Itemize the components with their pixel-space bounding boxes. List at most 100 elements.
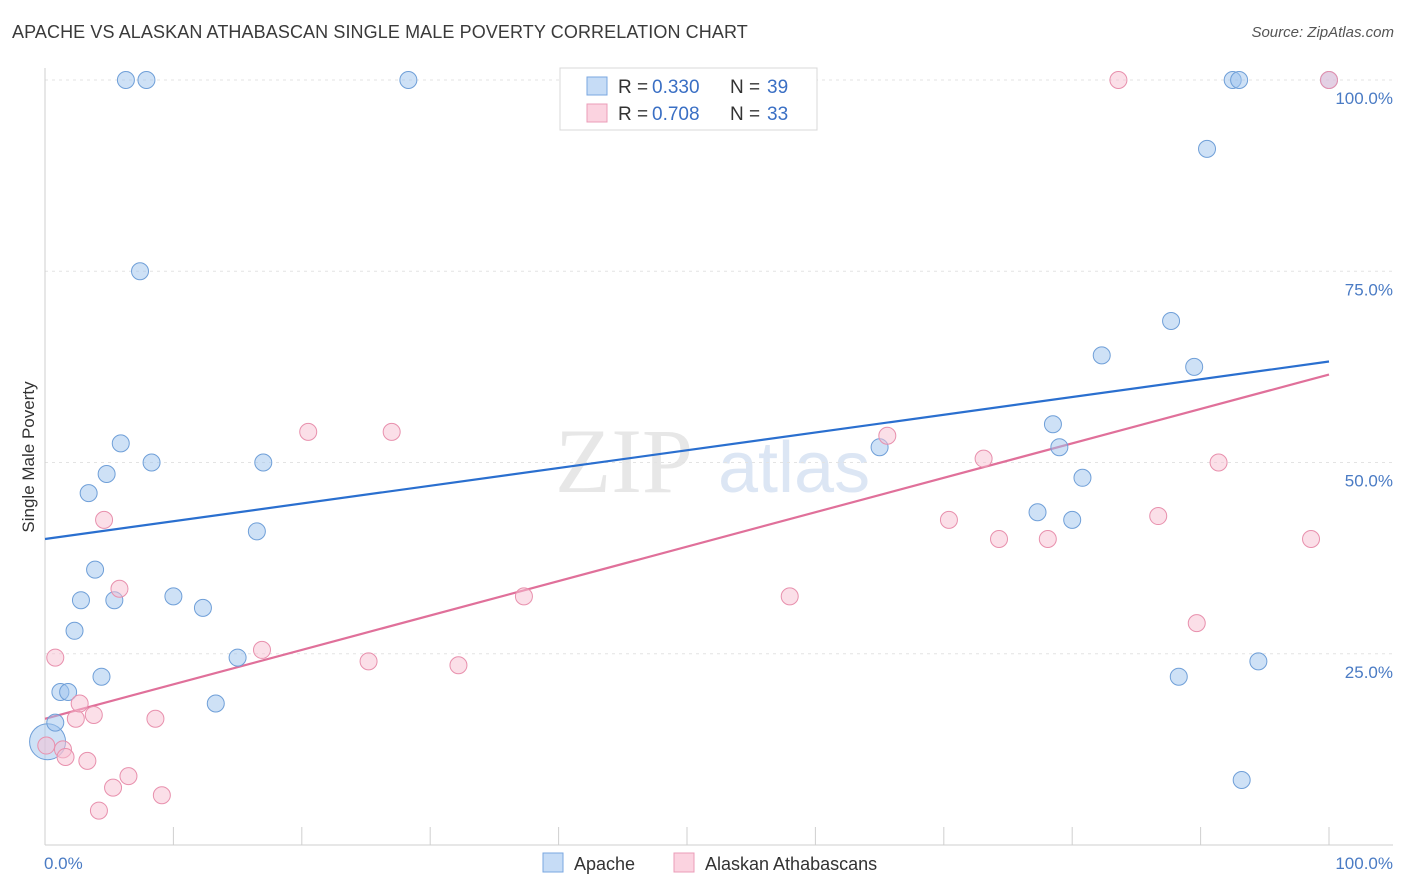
apache-point-29 <box>1092 346 1111 365</box>
apache-point-37 <box>1249 652 1268 671</box>
apache-point-1 <box>46 713 65 732</box>
athabascan-point-10 <box>104 778 123 797</box>
apache-point-19 <box>228 648 247 667</box>
axes <box>44 68 1393 846</box>
athabascan-point-5 <box>70 694 89 713</box>
y-tick-label-25: 25.0% <box>1345 663 1393 682</box>
apache-point-6 <box>79 484 98 503</box>
y-tick-label-75: 75.0% <box>1345 280 1393 299</box>
apache-point-4 <box>65 621 84 640</box>
apache-point-20 <box>247 522 266 541</box>
athabascan-point-28 <box>1149 507 1168 526</box>
apache-point-14 <box>137 71 156 89</box>
apache-point-21 <box>254 453 273 472</box>
bottom-legend-apache-swatch <box>542 852 564 873</box>
apache-trend-line <box>44 360 1330 541</box>
athabascan-point-25 <box>990 530 1009 548</box>
chart-title: APACHE VS ALASKAN ATHABASCAN SINGLE MALE… <box>12 22 748 42</box>
athabascan-point-32 <box>1320 71 1338 89</box>
apache-point-28 <box>1073 468 1092 487</box>
athabascan-point-24 <box>974 449 993 468</box>
legend-athabascan-r-label: R = <box>618 104 648 125</box>
apache-point-8 <box>92 667 111 686</box>
apache-point-17 <box>193 598 212 617</box>
bottom-legend-apache-label: Apache <box>574 854 635 874</box>
athabascan-point-27 <box>1109 71 1128 89</box>
athabascan-point-12 <box>119 767 138 786</box>
legend-apache-r-label: R = <box>618 77 648 98</box>
trend-lines <box>44 360 1330 720</box>
athabascan-point-9 <box>95 510 114 529</box>
data-points <box>29 71 1338 820</box>
apache-point-7 <box>86 560 105 579</box>
bottom-legend-athabascan-label: Alaskan Athabascans <box>705 854 877 874</box>
apache-point-16 <box>164 587 183 606</box>
athabascan-point-13 <box>146 709 165 728</box>
apache-point-9 <box>97 464 116 483</box>
apache-point-24 <box>1028 503 1047 522</box>
athabascan-point-8 <box>89 801 108 820</box>
apache-point-26 <box>1050 438 1069 457</box>
x-tick-label-max: 100.0% <box>1335 854 1393 873</box>
x-tick-label-min: 0.0% <box>44 854 83 873</box>
y-tick-labels: 25.0% 50.0% 75.0% 100.0% <box>1335 89 1393 682</box>
chart-source: Source: ZipAtlas.com <box>1251 24 1394 41</box>
athabascan-point-1 <box>46 648 65 667</box>
apache-point-15 <box>142 453 161 472</box>
athabascan-point-21 <box>780 587 799 606</box>
legend-apache-n-label: N = <box>730 77 760 98</box>
y-tick-label-50: 50.0% <box>1345 472 1393 491</box>
athabascan-point-30 <box>1209 453 1228 472</box>
apache-point-30 <box>1162 311 1181 330</box>
bottom-legend-athabascan-swatch <box>673 852 695 873</box>
athabascan-point-19 <box>449 656 468 675</box>
apache-point-5 <box>71 591 90 610</box>
legend-apache-n-value: 39 <box>767 77 788 98</box>
apache-point-32 <box>1185 357 1204 376</box>
legend-athabascan-n-value: 33 <box>767 104 788 125</box>
legend-athabascan-r-value: 0.708 <box>652 104 700 125</box>
apache-point-22 <box>399 71 418 89</box>
apache-point-33 <box>1198 139 1217 158</box>
apache-point-13 <box>131 262 150 281</box>
apache-point-11 <box>111 434 130 453</box>
athabascan-point-11 <box>110 579 129 598</box>
legend-athabascan-swatch <box>586 103 608 123</box>
legend-apache-swatch <box>586 76 608 96</box>
athabascan-point-0 <box>37 736 56 755</box>
athabascan-point-22 <box>878 426 897 445</box>
apache-point-12 <box>116 71 135 89</box>
athabascan-point-6 <box>78 751 97 770</box>
athabascan-trend-line <box>44 373 1330 720</box>
athabascan-point-4 <box>66 709 85 728</box>
apache-point-27 <box>1063 510 1082 529</box>
bottom-legend: Apache Alaskan Athabascans <box>542 852 877 874</box>
legend-athabascan-n-label: N = <box>730 104 760 125</box>
watermark-atlas: atlas <box>718 428 870 508</box>
athabascan-point-31 <box>1302 530 1321 548</box>
y-tick-label-100: 100.0% <box>1335 89 1393 108</box>
apache-point-35 <box>1230 71 1249 89</box>
athabascan-point-20 <box>514 587 533 606</box>
athabascan-point-15 <box>252 640 271 659</box>
athabascan-point-3 <box>56 748 75 767</box>
apache-point-18 <box>206 694 225 713</box>
apache-point-3 <box>59 683 78 701</box>
athabascan-point-17 <box>359 652 378 671</box>
y-axis-label: Single Male Poverty <box>19 381 38 533</box>
athabascan-point-23 <box>939 510 958 529</box>
apache-point-31 <box>1169 667 1188 686</box>
apache-point-25 <box>1043 415 1062 434</box>
athabascan-point-26 <box>1038 530 1057 548</box>
athabascan-point-18 <box>382 422 401 441</box>
apache-point-36 <box>1232 770 1251 789</box>
athabascan-point-14 <box>152 786 171 805</box>
legend-apache-r-value: 0.330 <box>652 77 700 98</box>
athabascan-point-16 <box>299 422 318 441</box>
x-ticks <box>172 827 1330 845</box>
legend-box: R = 0.330 N = 39 R = 0.708 N = 33 <box>559 67 818 131</box>
watermark-zip: ZIP <box>555 410 693 512</box>
athabascan-point-29 <box>1187 614 1206 633</box>
athabascan-point-7 <box>84 705 103 724</box>
